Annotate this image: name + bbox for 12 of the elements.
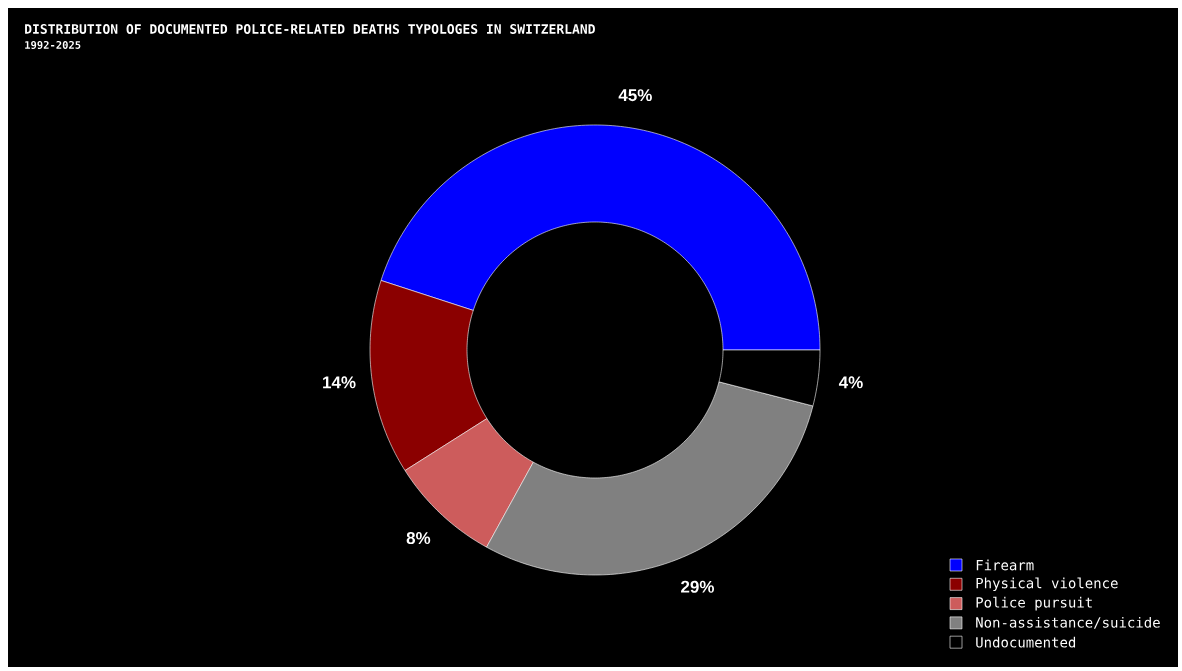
chart-title: DISTRIBUTION OF DOCUMENTED POLICE-RELATED DEATHS TYPOLOGES IN SWITZERLAND — [25, 24, 595, 34]
data-label: 45% — [618, 89, 652, 102]
text: 1992-2025 — [25, 40, 81, 49]
data-label: 14% — [323, 376, 356, 389]
data-label: 29% — [681, 580, 715, 593]
legend-label: Firearm — [976, 559, 1034, 571]
data-label: 4% — [838, 376, 863, 389]
legend-label: Physical violence — [976, 577, 1118, 592]
data-label: 8% — [406, 532, 431, 545]
legend-label: Undocumented — [976, 636, 1076, 648]
legend-label: Non-assistance/suicide — [976, 616, 1160, 629]
legend-label: Police pursuit — [976, 596, 1092, 611]
